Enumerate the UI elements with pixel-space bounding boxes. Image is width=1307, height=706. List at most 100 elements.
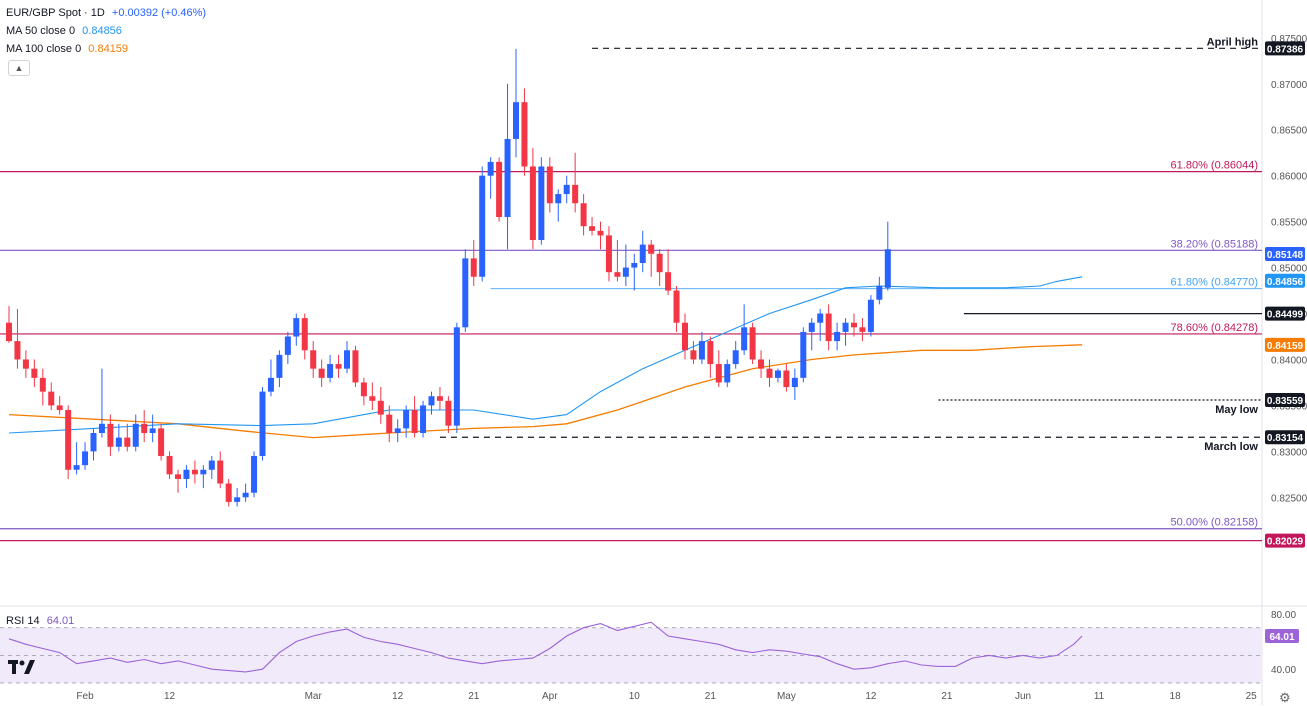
- candle-body: [673, 290, 680, 323]
- gear-icon[interactable]: ⚙: [1279, 690, 1291, 705]
- candle-body: [344, 350, 350, 369]
- candle-body: [648, 244, 655, 254]
- level-badge-9: 0.82029: [1267, 537, 1304, 548]
- candle-body: [107, 423, 114, 447]
- candle-body: [217, 460, 224, 484]
- candle-body: [411, 410, 418, 433]
- time-tick-label: 18: [1170, 691, 1182, 702]
- candle-body: [631, 262, 638, 268]
- candle-body: [622, 267, 629, 277]
- candle-body: [22, 359, 29, 369]
- candle-body: [386, 414, 393, 433]
- level-badge-6: 0.83559: [1267, 396, 1304, 407]
- candle-body: [884, 249, 891, 288]
- candle-body: [614, 272, 621, 277]
- rsi-legend[interactable]: RSI 14 64.01: [6, 615, 74, 627]
- candle-body: [597, 230, 604, 236]
- time-tick-label: Jun: [1015, 691, 1031, 702]
- candle-body: [529, 166, 536, 241]
- price-tick-label: 0.85000: [1271, 264, 1307, 275]
- time-tick-label: Mar: [305, 691, 323, 702]
- time-tick-label: 11: [1094, 691, 1105, 702]
- candle-body: [445, 400, 452, 426]
- candle-body: [766, 368, 773, 378]
- level-label-5: 78.60% (0.84278): [1171, 322, 1258, 334]
- candle-body: [605, 235, 612, 273]
- candle-body: [749, 327, 756, 360]
- candle-body: [656, 253, 663, 273]
- price-tick-label: 0.82500: [1271, 493, 1307, 504]
- candle-body: [715, 364, 722, 383]
- candle-body: [589, 226, 596, 231]
- candle-body: [487, 161, 494, 176]
- candle-body: [327, 364, 334, 378]
- candle-body: [234, 497, 241, 502]
- time-tick-label: 21: [705, 691, 717, 702]
- price-badge-2-bg: [1265, 337, 1305, 352]
- candle-body: [360, 382, 367, 397]
- candle-body: [124, 437, 131, 447]
- level-badge-4: 0.84499: [1267, 310, 1304, 321]
- candle-body: [31, 368, 38, 378]
- rsi-tick-label: 40.00: [1271, 665, 1296, 676]
- rsi-value: 64.01: [46, 615, 75, 627]
- candle-body: [428, 396, 435, 406]
- candle-body: [141, 423, 148, 433]
- candle-body: [132, 423, 139, 447]
- level-label-7: March low: [1204, 441, 1258, 453]
- candle-body: [580, 203, 587, 227]
- price-tick-label: 0.84000: [1271, 355, 1307, 366]
- time-tick-label: 10: [629, 691, 641, 702]
- candle-body: [513, 102, 519, 139]
- candle-body: [639, 244, 646, 263]
- time-tick-label: 25: [1246, 691, 1258, 702]
- candle-body: [538, 166, 545, 241]
- time-tick-label: 21: [941, 691, 953, 702]
- ma50-legend[interactable]: MA 50 close 0 0.84856: [6, 25, 122, 37]
- candle-body: [546, 166, 553, 204]
- time-tick-label: 21: [468, 691, 480, 702]
- chevron-up-icon[interactable]: ▲: [8, 60, 30, 76]
- candle-body: [175, 474, 181, 479]
- candle-body: [783, 370, 790, 388]
- rsi-label: RSI 14: [6, 615, 40, 627]
- candle-body: [791, 377, 798, 388]
- candle-body: [732, 350, 739, 365]
- candle-body: [369, 396, 376, 401]
- candle-body: [48, 391, 55, 406]
- candle-body: [183, 469, 190, 479]
- level-label-8: 50.00% (0.82158): [1171, 517, 1258, 529]
- candle-body: [208, 460, 215, 470]
- candle-body: [453, 327, 460, 426]
- price-badge-1: 0.84856: [1267, 277, 1304, 288]
- candle-body: [149, 428, 156, 433]
- candle-body: [39, 377, 46, 392]
- candle-body: [825, 313, 832, 342]
- level-badge-0: 0.87386: [1267, 44, 1304, 55]
- candle-body: [817, 313, 824, 323]
- candle-body: [276, 354, 283, 378]
- candle-body: [166, 455, 173, 475]
- level-badge-6-bg: [1265, 393, 1305, 408]
- time-tick-label: May: [777, 691, 796, 702]
- ma100-legend[interactable]: MA 100 close 0 0.84159: [6, 43, 128, 55]
- candle-body: [352, 350, 359, 383]
- candle-body: [82, 451, 89, 466]
- ma50-label: MA 50 close 0: [6, 25, 76, 37]
- level-badge-7: 0.83154: [1267, 433, 1304, 444]
- candle-body: [225, 483, 232, 502]
- candle-body: [851, 322, 857, 328]
- candle-body: [521, 102, 528, 167]
- candle-body: [690, 350, 697, 360]
- candle-body: [774, 370, 781, 378]
- candle-body: [479, 175, 486, 277]
- price-badge-0: 0.85148: [1267, 250, 1304, 261]
- candle-body: [555, 194, 562, 204]
- candle-body: [876, 285, 883, 300]
- candle-body: [563, 184, 570, 195]
- price-tick-label: 0.87500: [1271, 34, 1307, 45]
- level-label-2: 38.20% (0.85188): [1171, 238, 1258, 250]
- candle-body: [310, 350, 317, 369]
- price-tick-label: 0.86000: [1271, 172, 1307, 183]
